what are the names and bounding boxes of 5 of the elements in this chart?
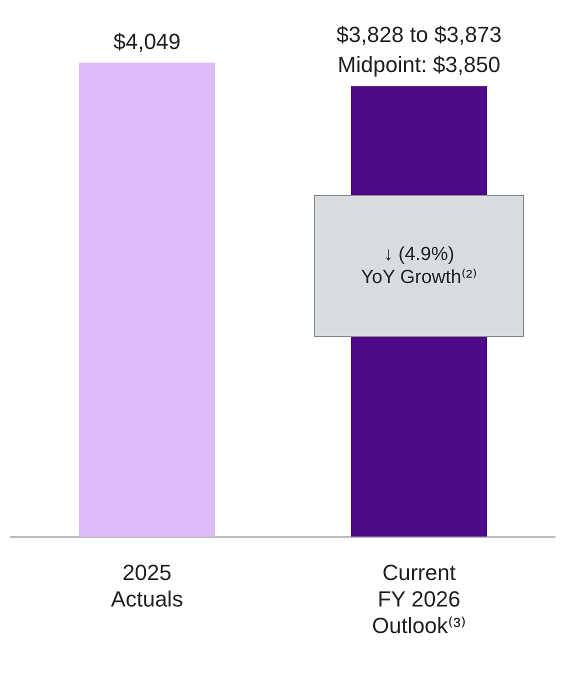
data-label: $3,828 to $3,873 Midpoint: $3,850 <box>336 22 502 78</box>
x-tick-label: 2025 Actuals <box>110 560 184 612</box>
callout-box: ↓ (4.9%) YoY Growth⁽²⁾ <box>314 195 524 338</box>
x-tick-label: Current FY 2026 Outlook⁽³⁾ <box>372 560 466 638</box>
data-label: $4,049 <box>113 28 181 54</box>
